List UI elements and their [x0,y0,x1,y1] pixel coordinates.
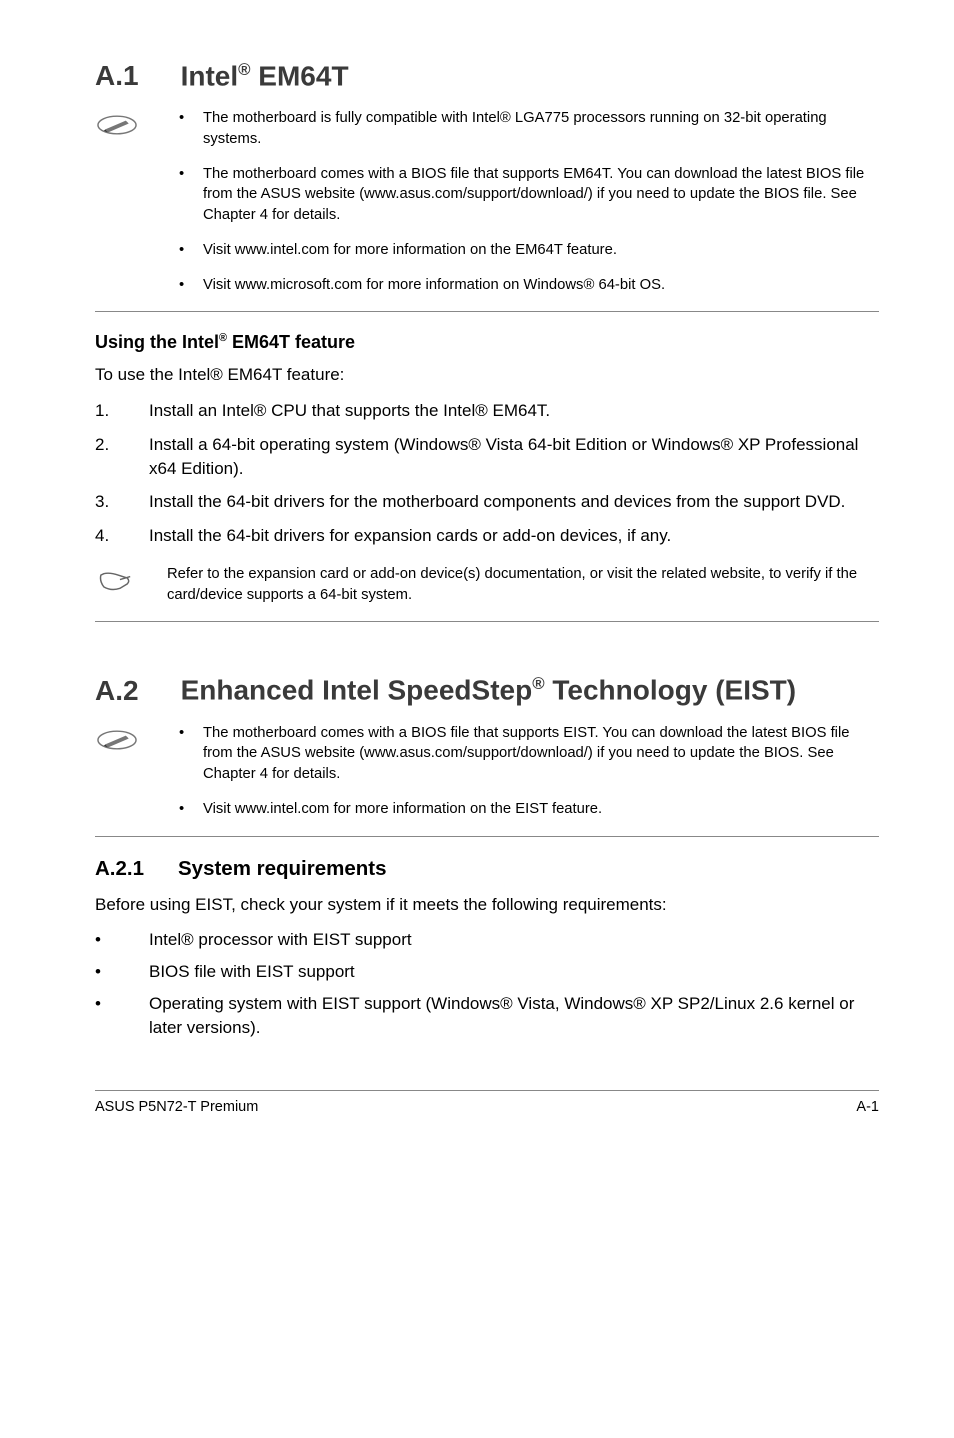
footer-right: A-1 [856,1099,879,1115]
note-item: Visit www.intel.com for more information… [167,799,879,820]
section-a2-heading: A.2 Enhanced Intel SpeedStep® Technology … [95,674,879,706]
step-item: Install an Intel® CPU that supports the … [95,399,879,423]
page-footer: ASUS P5N72-T Premium A-1 [95,1090,879,1115]
sub-heading-pre: Using the Intel [95,332,219,352]
step-item: Install the 64-bit drivers for the mothe… [95,490,879,514]
section-a1-title-post: EM64T [251,60,349,91]
sub-title-a21: System requirements [178,857,387,880]
step-item: Install a 64-bit operating system (Windo… [95,433,879,481]
registered-symbol: ® [238,60,250,79]
sub-heading-post: EM64T feature [227,332,355,352]
registered-symbol: ® [219,332,227,344]
section-a2-number: A.2 [95,675,139,707]
footer-left: ASUS P5N72-T Premium [95,1099,258,1115]
pencil-icon [95,725,167,760]
requirement-item: Operating system with EIST support (Wind… [95,992,879,1040]
note-item: Visit www.intel.com for more information… [167,240,879,261]
requirement-item: Intel® processor with EIST support [95,928,879,952]
steps-list-a1: Install an Intel® CPU that supports the … [95,399,879,548]
note-block-a2: The motherboard comes with a BIOS file t… [95,723,879,837]
note-item: The motherboard is fully compatible with… [167,108,879,149]
note-content-a1: The motherboard is fully compatible with… [167,108,879,295]
intro-text-a2: Before using EIST, check your system if … [95,893,879,917]
requirements-list: Intel® processor with EIST support BIOS … [95,928,879,1039]
requirement-item: BIOS file with EIST support [95,960,879,984]
hand-pointer-icon [95,566,167,601]
note-item: Visit www.microsoft.com for more informa… [167,275,879,296]
section-a1-number: A.1 [95,60,139,92]
note-item: The motherboard comes with a BIOS file t… [167,723,879,785]
section-a2-title-pre: Enhanced Intel SpeedStep [181,675,533,706]
sub-num-a21: A.2.1 [95,857,144,881]
note-content-a2: The motherboard comes with a BIOS file t… [167,723,879,820]
pencil-icon [95,110,167,145]
intro-text-a1: To use the Intel® EM64T feature: [95,363,879,387]
section-a1-heading: A.1 Intel® EM64T [95,60,879,92]
hand-note-text: Refer to the expansion card or add-on de… [167,566,857,603]
note-block-a1: The motherboard is fully compatible with… [95,108,879,312]
sub-heading-em64t: Using the Intel® EM64T feature [95,332,879,353]
sub-heading-a21: A.2.1 System requirements [95,857,879,881]
step-item: Install the 64-bit drivers for expansion… [95,524,879,548]
registered-symbol: ® [532,674,544,693]
section-a2-title-post: Technology (EIST) [545,675,796,706]
note-item: The motherboard comes with a BIOS file t… [167,164,879,226]
section-a1-title-pre: Intel [181,60,239,91]
hand-note-block: Refer to the expansion card or add-on de… [95,564,879,622]
hand-note-content: Refer to the expansion card or add-on de… [167,564,879,605]
